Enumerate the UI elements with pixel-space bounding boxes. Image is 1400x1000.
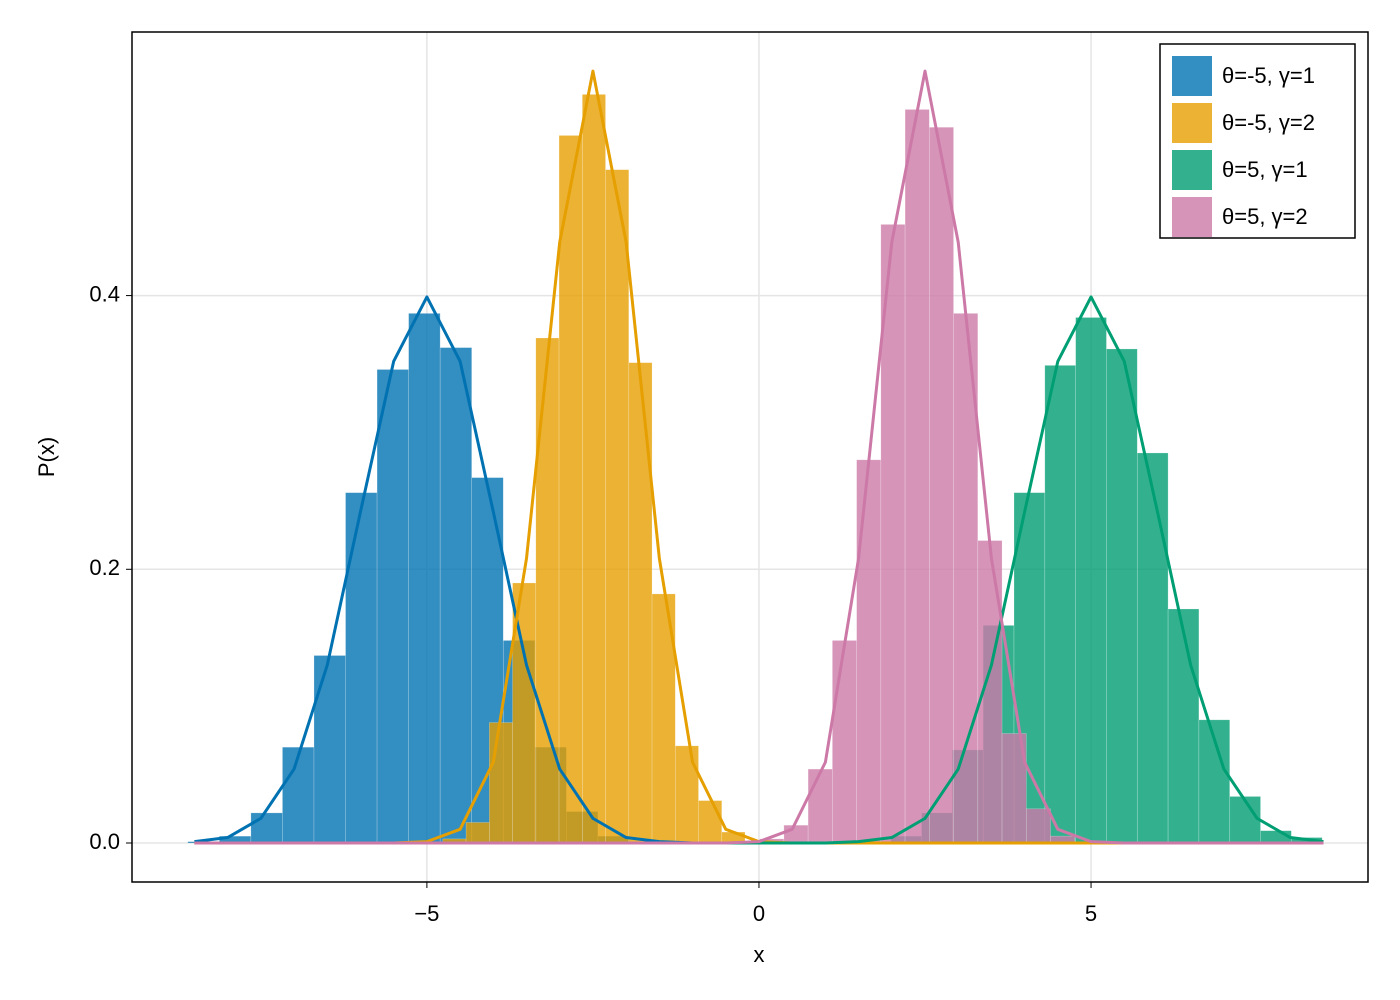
bar [1136,452,1169,844]
bar [489,722,513,844]
bar [807,768,833,844]
bar [674,745,699,844]
x-axis-label: x [754,942,765,967]
bar [465,822,490,844]
bar [605,169,630,844]
legend-label: θ=5, γ=1 [1222,157,1308,182]
bar [313,655,346,844]
bar [1025,808,1051,844]
y-tick-label: 0.4 [89,281,120,306]
bar [282,746,315,844]
bar [929,126,954,844]
legend-label: θ=5, γ=2 [1222,204,1308,229]
bar [1229,796,1261,844]
x-tick-label: 5 [1085,901,1097,926]
bar [1075,317,1107,844]
bar [535,337,560,844]
legend-swatch [1172,150,1212,190]
legend-swatch [1172,56,1212,96]
legend-swatch [1172,103,1212,143]
x-tick-label: −5 [414,901,439,926]
bar [581,94,606,844]
bar [376,369,409,844]
bar [1167,608,1200,844]
bar [856,459,882,844]
y-axis-label: P(x) [34,437,59,477]
bar [558,135,583,844]
y-tick-label: 0.2 [89,555,120,580]
bar [698,800,723,844]
bar [408,313,441,844]
legend-label: θ=-5, γ=2 [1222,110,1315,135]
bar [628,362,653,844]
bar [783,824,809,844]
density-line [194,69,1324,845]
plot-frame [131,31,1369,883]
bar [345,492,378,844]
bar [250,812,283,844]
x-tick-label: 0 [753,901,765,926]
legend-label: θ=-5, γ=1 [1222,63,1315,88]
y-tick-label: 0.0 [89,829,120,854]
bar [1044,365,1076,844]
bar [1106,348,1138,844]
bar [439,347,473,844]
bar [904,109,930,844]
legend-swatch [1172,197,1212,237]
bar [880,224,906,844]
bar [832,640,857,844]
